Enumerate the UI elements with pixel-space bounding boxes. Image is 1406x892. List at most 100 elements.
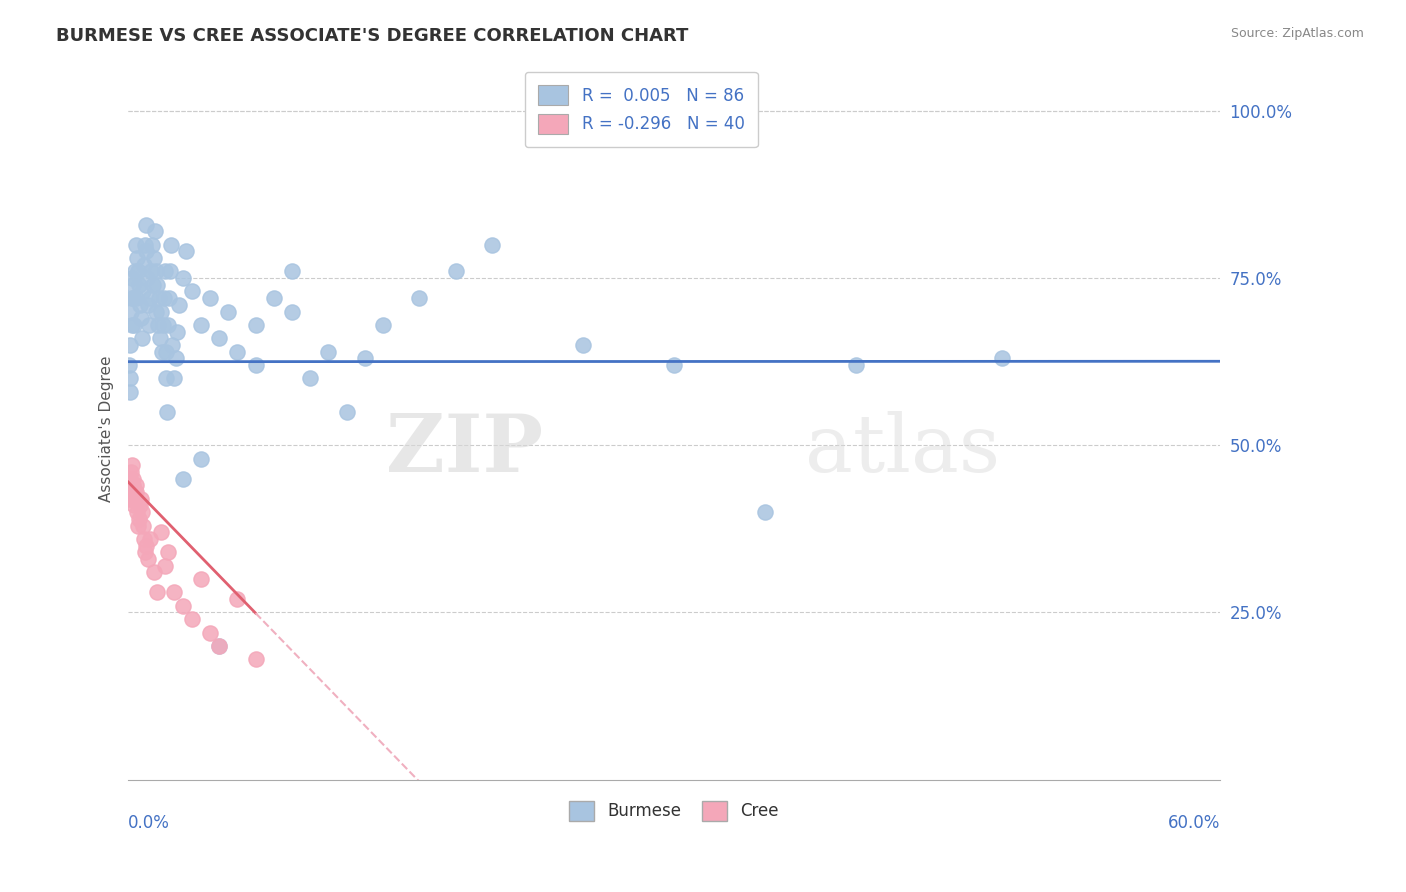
Point bbox=[408, 291, 430, 305]
Point bbox=[121, 291, 143, 305]
Point bbox=[208, 639, 231, 653]
Point bbox=[142, 277, 165, 292]
Point bbox=[129, 311, 152, 326]
Text: 60.0%: 60.0% bbox=[1167, 814, 1220, 832]
Point bbox=[128, 512, 150, 526]
Point bbox=[120, 371, 142, 385]
Point bbox=[444, 264, 467, 278]
Point bbox=[155, 344, 177, 359]
Point bbox=[190, 318, 212, 332]
Point bbox=[135, 218, 157, 232]
Text: ZIP: ZIP bbox=[387, 410, 543, 489]
Point bbox=[125, 485, 148, 500]
Point bbox=[181, 612, 204, 626]
Point bbox=[160, 237, 183, 252]
Point bbox=[132, 258, 155, 272]
Point bbox=[263, 291, 285, 305]
Point bbox=[176, 244, 198, 259]
Point bbox=[163, 371, 186, 385]
Point bbox=[134, 237, 156, 252]
Point bbox=[143, 224, 166, 238]
Point bbox=[129, 491, 152, 506]
Point bbox=[572, 338, 595, 352]
Point bbox=[134, 545, 156, 559]
Point bbox=[124, 478, 146, 492]
Point bbox=[121, 291, 143, 305]
Point bbox=[120, 472, 142, 486]
Point bbox=[150, 344, 173, 359]
Point bbox=[145, 264, 167, 278]
Point bbox=[156, 405, 179, 419]
Point bbox=[160, 338, 183, 352]
Point bbox=[150, 525, 173, 540]
Point bbox=[159, 264, 181, 278]
Point bbox=[132, 285, 155, 299]
Point bbox=[120, 465, 142, 479]
Point bbox=[353, 351, 375, 366]
Point bbox=[845, 358, 868, 372]
Point bbox=[135, 244, 157, 259]
Point bbox=[167, 298, 190, 312]
Point bbox=[157, 545, 180, 559]
Point bbox=[142, 251, 165, 265]
Point bbox=[124, 264, 146, 278]
Point bbox=[121, 491, 143, 506]
Point bbox=[318, 344, 340, 359]
Point bbox=[190, 572, 212, 586]
Point bbox=[149, 331, 172, 345]
Point bbox=[129, 499, 152, 513]
Point bbox=[172, 472, 194, 486]
Point bbox=[122, 472, 145, 486]
Point bbox=[226, 592, 249, 607]
Point bbox=[139, 532, 162, 546]
Point bbox=[662, 358, 685, 372]
Point bbox=[121, 318, 143, 332]
Point bbox=[128, 277, 150, 292]
Point bbox=[190, 451, 212, 466]
Point bbox=[335, 405, 357, 419]
Point bbox=[129, 298, 152, 312]
Point bbox=[152, 318, 174, 332]
Point bbox=[141, 237, 163, 252]
Point bbox=[118, 491, 141, 506]
Point bbox=[120, 338, 142, 352]
Point bbox=[136, 552, 159, 566]
Legend: Burmese, Cree: Burmese, Cree bbox=[562, 794, 786, 828]
Point bbox=[118, 384, 141, 399]
Point bbox=[121, 458, 143, 473]
Point bbox=[299, 371, 322, 385]
Point bbox=[754, 505, 776, 519]
Point bbox=[281, 264, 304, 278]
Point bbox=[127, 518, 149, 533]
Point bbox=[245, 318, 267, 332]
Point bbox=[181, 285, 204, 299]
Point bbox=[118, 478, 141, 492]
Point bbox=[131, 505, 153, 519]
Point bbox=[208, 639, 231, 653]
Point bbox=[481, 237, 503, 252]
Point bbox=[163, 585, 186, 599]
Point bbox=[165, 351, 187, 366]
Point bbox=[138, 318, 160, 332]
Point bbox=[146, 277, 169, 292]
Point bbox=[139, 264, 162, 278]
Point bbox=[152, 291, 174, 305]
Point bbox=[172, 599, 194, 613]
Point bbox=[245, 358, 267, 372]
Point bbox=[150, 304, 173, 318]
Point bbox=[148, 318, 170, 332]
Point bbox=[127, 251, 149, 265]
Point bbox=[157, 318, 180, 332]
Point bbox=[217, 304, 239, 318]
Point bbox=[226, 344, 249, 359]
Point bbox=[132, 518, 155, 533]
Point bbox=[198, 291, 221, 305]
Point bbox=[145, 304, 167, 318]
Point bbox=[135, 539, 157, 553]
Point bbox=[122, 277, 145, 292]
Point bbox=[122, 485, 145, 500]
Point bbox=[122, 499, 145, 513]
Point bbox=[124, 291, 146, 305]
Point bbox=[155, 371, 177, 385]
Text: Source: ZipAtlas.com: Source: ZipAtlas.com bbox=[1230, 27, 1364, 40]
